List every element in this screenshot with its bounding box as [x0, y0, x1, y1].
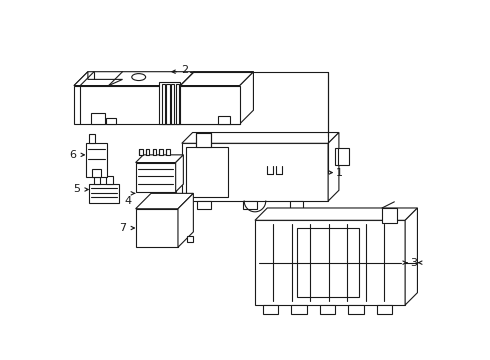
Text: 1: 1: [336, 167, 343, 177]
Bar: [89, 134, 95, 143]
Bar: [94, 176, 100, 184]
Bar: [74, 86, 240, 124]
Bar: [159, 82, 180, 124]
Polygon shape: [182, 132, 339, 143]
Bar: [152, 149, 156, 155]
Bar: [297, 228, 359, 297]
Bar: [255, 220, 405, 305]
Bar: [89, 184, 119, 203]
Bar: [319, 305, 335, 314]
Bar: [180, 86, 240, 124]
Polygon shape: [328, 132, 339, 201]
Text: 2: 2: [181, 65, 188, 75]
Bar: [167, 149, 171, 155]
Bar: [159, 149, 163, 155]
Bar: [139, 149, 143, 155]
Bar: [106, 176, 113, 184]
Bar: [187, 236, 194, 242]
Polygon shape: [240, 72, 253, 124]
Polygon shape: [74, 72, 253, 86]
Polygon shape: [136, 193, 194, 209]
Bar: [196, 132, 211, 147]
Bar: [348, 305, 364, 314]
Bar: [244, 201, 257, 209]
Text: 6: 6: [70, 150, 76, 160]
Ellipse shape: [132, 73, 146, 81]
Polygon shape: [405, 208, 417, 305]
Bar: [175, 84, 179, 124]
Bar: [377, 305, 392, 314]
Text: 5: 5: [73, 184, 80, 194]
Bar: [136, 209, 178, 247]
Polygon shape: [74, 72, 122, 86]
Polygon shape: [136, 155, 183, 163]
Bar: [182, 143, 328, 201]
Bar: [167, 84, 170, 124]
Polygon shape: [180, 72, 253, 86]
Text: 7: 7: [119, 223, 126, 233]
Bar: [291, 305, 307, 314]
Bar: [186, 147, 228, 197]
Bar: [106, 118, 116, 124]
Polygon shape: [255, 208, 417, 220]
Bar: [92, 170, 101, 177]
Bar: [146, 149, 149, 155]
Bar: [218, 116, 230, 124]
Bar: [91, 113, 105, 124]
Bar: [171, 84, 174, 124]
Bar: [136, 163, 175, 192]
Polygon shape: [175, 155, 183, 192]
Bar: [382, 208, 397, 223]
Bar: [86, 143, 107, 177]
Polygon shape: [178, 193, 194, 247]
Text: 3: 3: [411, 258, 417, 267]
Bar: [263, 305, 278, 314]
Bar: [335, 148, 349, 165]
Bar: [290, 201, 303, 209]
Bar: [162, 84, 165, 124]
Text: 4: 4: [124, 195, 131, 206]
Bar: [197, 201, 211, 209]
